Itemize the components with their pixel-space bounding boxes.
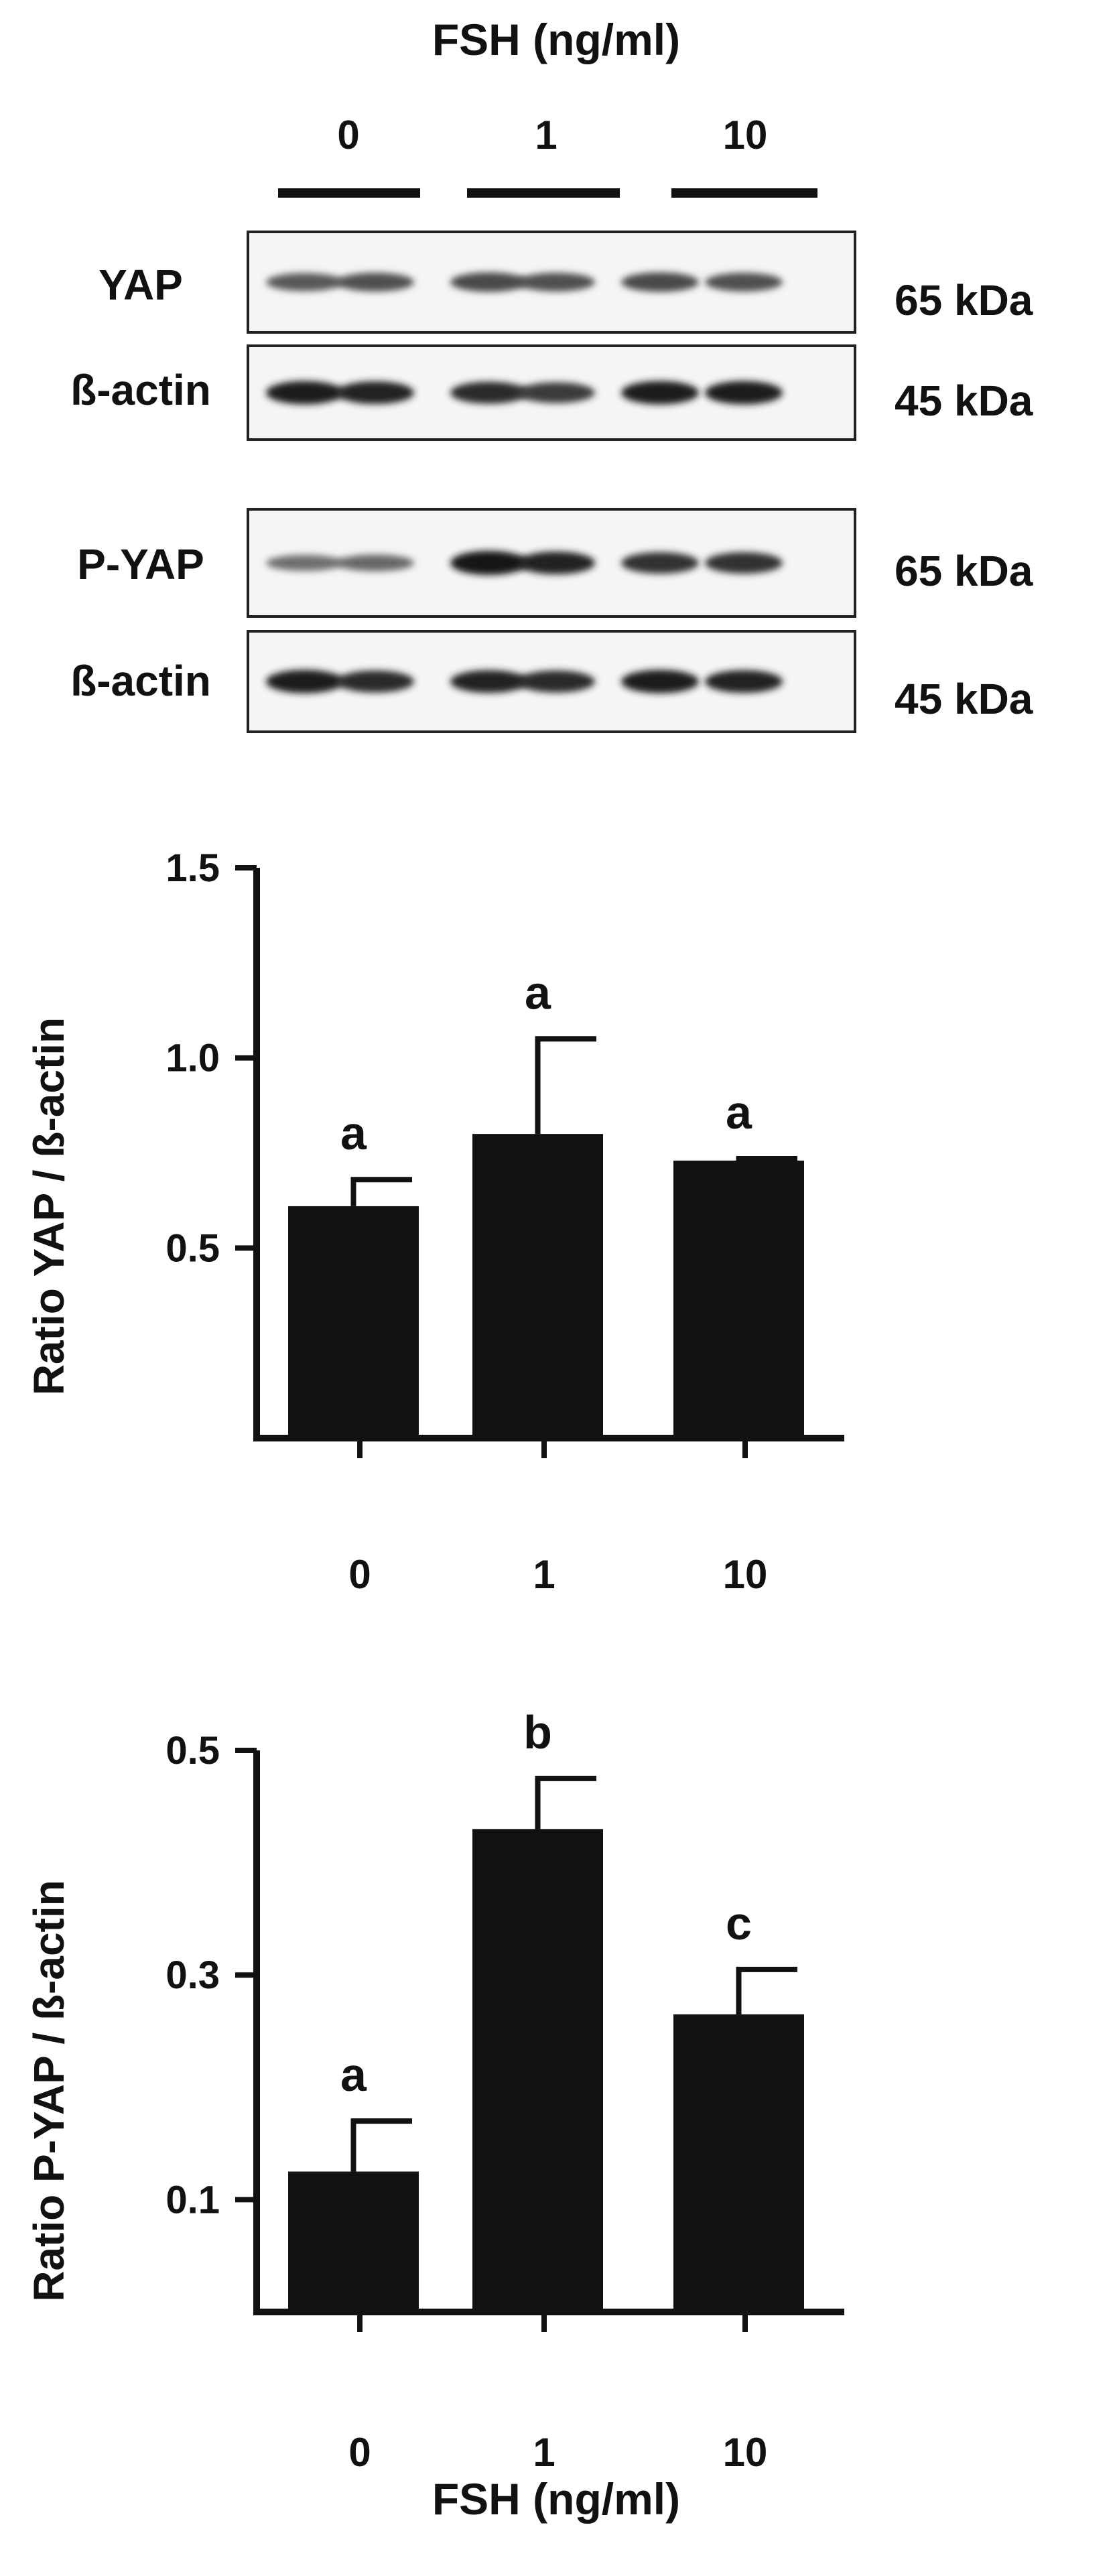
blot-label: YAP	[98, 261, 183, 309]
y-tick-label: 0.5	[166, 1226, 220, 1270]
blot-band	[450, 381, 528, 404]
significance-label: b	[523, 1706, 552, 1758]
blot-band	[266, 273, 344, 292]
blot-band	[517, 670, 595, 693]
blot-beta-actin-1: ß-actin 45 kDa	[70, 344, 1033, 441]
blot-size: 45 kDa	[895, 377, 1033, 425]
header-dose-10: 10	[723, 113, 768, 157]
chart-p-yap-ratio: Ratio P-YAP / ß-actin 0.5 0.3 0.1 0 1 10 a b c	[25, 1706, 844, 2475]
x-tick-label: 10	[723, 2430, 768, 2475]
blot-band	[621, 272, 699, 292]
significance-label: a	[726, 1086, 752, 1139]
y-tick-label: 0.1	[166, 2178, 220, 2221]
x-tick-label: 0	[348, 2430, 371, 2475]
footer-title: FSH (ng/ml)	[432, 2474, 680, 2524]
header-title: FSH (ng/ml)	[432, 15, 680, 64]
bar	[472, 1134, 603, 1438]
group-bar-0	[278, 188, 420, 198]
blot-band	[450, 272, 528, 292]
group-bar-1	[467, 188, 620, 198]
blot-p-yap: P-YAP 65 kDa	[77, 508, 1033, 618]
blot-band	[705, 552, 783, 574]
bar	[288, 2171, 419, 2312]
blot-band	[266, 669, 344, 694]
header-dose-1: 1	[535, 113, 557, 157]
blot-beta-actin-2: ß-actin 45 kDa	[70, 630, 1033, 733]
blot-band	[336, 381, 414, 404]
x-tick-label: 0	[348, 1552, 371, 1597]
bar	[288, 1206, 419, 1438]
blot-band	[336, 670, 414, 693]
blot-band	[450, 551, 528, 575]
blot-size: 45 kDa	[895, 675, 1033, 723]
blot-band	[621, 381, 699, 405]
y-tick-label: 0.3	[166, 1953, 220, 1997]
blot-band	[517, 552, 595, 574]
blot-band	[705, 670, 783, 693]
blot-size: 65 kDa	[895, 276, 1033, 324]
y-tick-label: 0.5	[166, 1729, 220, 1773]
blot-band	[621, 669, 699, 694]
blot-yap: YAP 65 kDa	[98, 231, 1033, 334]
x-tick-label: 1	[533, 2430, 555, 2475]
significance-label: a	[340, 1107, 367, 1159]
blot-band	[517, 382, 595, 403]
bar	[472, 1829, 603, 2312]
header-dose-0: 0	[337, 113, 359, 157]
y-tick-label: 1.5	[166, 846, 220, 890]
significance-label: a	[525, 966, 551, 1019]
blot-label: P-YAP	[77, 540, 204, 588]
blot-label: ß-actin	[70, 366, 211, 414]
blot-band	[705, 273, 783, 292]
x-tick-label: 1	[533, 1552, 555, 1597]
blot-label: ß-actin	[70, 657, 211, 705]
bar	[673, 2014, 804, 2312]
blot-band	[450, 670, 528, 693]
chart-yap-ratio: Ratio YAP / ß-actin 1.5 1.0 0.5 0 1 10 a a a	[25, 846, 844, 1597]
blot-band	[705, 381, 783, 405]
group-bar-10	[671, 188, 817, 198]
y-axis-label: Ratio P-YAP / ß-actin	[25, 1880, 73, 2301]
blot-band	[336, 554, 414, 572]
significance-label: a	[340, 2049, 367, 2101]
blot-band	[266, 555, 344, 571]
significance-label: c	[726, 1897, 752, 1949]
x-tick-label: 10	[723, 1552, 768, 1597]
blot-band	[621, 552, 699, 574]
blot-band	[336, 273, 414, 292]
blot-size: 65 kDa	[895, 547, 1033, 595]
bar	[673, 1160, 804, 1438]
blot-band	[517, 273, 595, 292]
y-axis-label: Ratio YAP / ß-actin	[25, 1017, 73, 1395]
y-tick-label: 1.0	[166, 1037, 220, 1080]
blot-band	[266, 381, 344, 405]
